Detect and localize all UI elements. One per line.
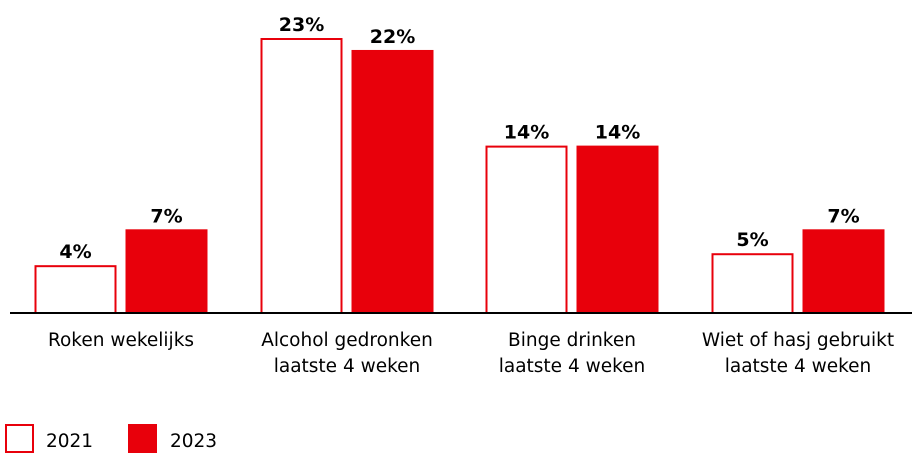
category-label-3-line-0: Wiet of hasj gebruikt	[702, 330, 894, 351]
category-label-0-line-0: Roken wekelijks	[48, 330, 194, 351]
bar-2021-2	[485, 145, 568, 314]
value-label-2021-0: 4%	[59, 241, 91, 263]
legend-label-2023: 2023	[170, 431, 217, 452]
legend-swatch-2021	[5, 424, 34, 453]
category-label-3-line-1: laatste 4 weken	[725, 356, 872, 377]
value-label-2021-3: 5%	[736, 229, 768, 251]
bar-2023-3	[802, 229, 885, 313]
legend-swatch-2023	[128, 424, 157, 453]
value-label-2023-0: 7%	[150, 205, 182, 227]
value-label-2021-1: 23%	[279, 14, 324, 36]
category-label-1-line-1: laatste 4 weken	[274, 356, 421, 377]
value-label-2023-1: 22%	[370, 26, 415, 48]
category-label-1-line-0: Alcohol gedronken	[261, 330, 433, 351]
bar-2021-1	[260, 38, 343, 314]
value-label-2023-2: 14%	[595, 122, 640, 144]
bar-2021-0	[34, 265, 117, 315]
bar-2021-3	[711, 253, 794, 314]
category-label-2-line-1: laatste 4 weken	[499, 356, 646, 377]
legend-label-2021: 2021	[46, 431, 93, 452]
legend: 2021 2023	[5, 424, 217, 453]
value-label-2023-3: 7%	[827, 205, 859, 227]
bar-2023-2	[576, 145, 659, 313]
category-label-2-line-0: Binge drinken	[508, 330, 636, 351]
category-labels-group: Roken wekelijks Alcohol gedronken laatste …	[48, 330, 894, 377]
bar-2023-0	[125, 229, 208, 313]
bar-2023-1	[351, 49, 434, 314]
bars-group	[34, 38, 885, 315]
value-label-2021-2: 14%	[504, 122, 549, 144]
value-labels-group: 4% 7% 23% 22% 14% 14% 5% 7%	[59, 14, 859, 263]
